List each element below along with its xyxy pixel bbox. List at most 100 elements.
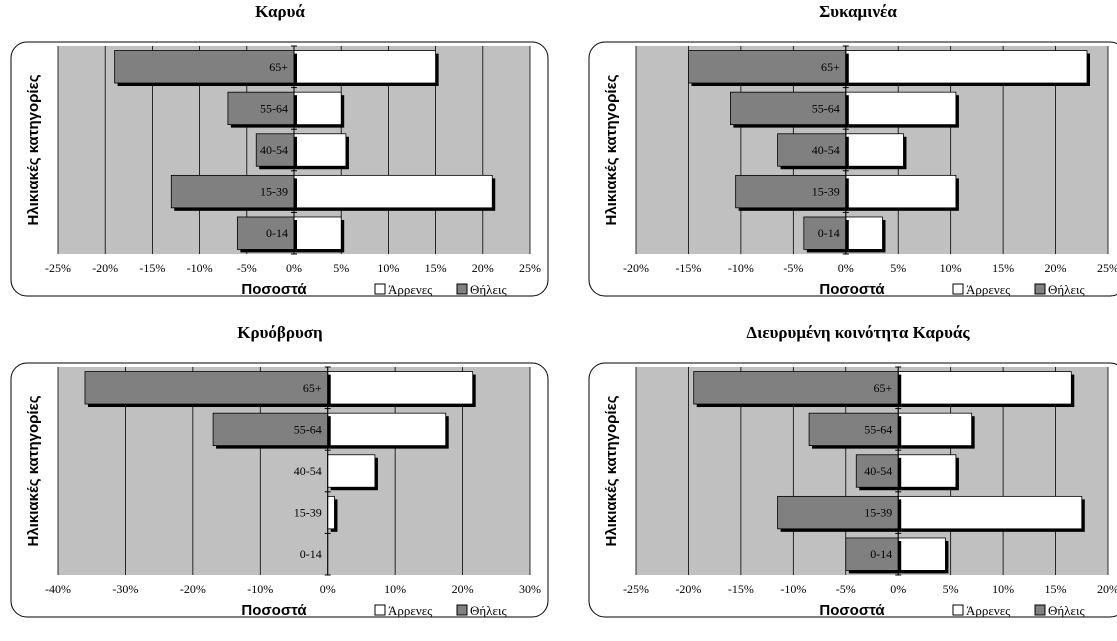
x-tick-label: -25% bbox=[45, 261, 71, 275]
category-label: 40-54 bbox=[294, 464, 322, 478]
x-tick-label: 20% bbox=[1097, 582, 1117, 596]
x-tick-label: 30% bbox=[519, 582, 541, 596]
x-tick-label: -15% bbox=[728, 582, 754, 596]
bar-male-55-64 bbox=[845, 91, 957, 126]
legend-swatch-female bbox=[1034, 604, 1046, 616]
y-axis-label: Ηλικιακές κατηγορίες bbox=[603, 395, 620, 546]
x-tick-label: -40% bbox=[45, 582, 71, 596]
x-tick-label: -30% bbox=[112, 582, 138, 596]
x-axis-label: Ποσοστά bbox=[819, 281, 885, 298]
category-label: 65+ bbox=[873, 381, 892, 395]
legend-label-male: Άρρενες bbox=[966, 282, 1011, 297]
chart-title: Συκαμινέα bbox=[819, 2, 897, 21]
x-tick-label: 20% bbox=[452, 582, 474, 596]
category-label: 65+ bbox=[303, 381, 322, 395]
category-label: 40-54 bbox=[812, 143, 840, 157]
x-tick-label: -15% bbox=[139, 261, 165, 275]
x-tick-label: 25% bbox=[519, 261, 541, 275]
bar-male-65+ bbox=[897, 371, 1072, 405]
category-label: 40-54 bbox=[864, 464, 892, 478]
legend-label-female: Θήλεις bbox=[470, 282, 507, 297]
bar-male-55-64 bbox=[293, 91, 342, 126]
chart-extended-community: Διευρυμένη κοινότητα Καρυάς 0-14 15-39 40-… bbox=[588, 321, 1117, 621]
x-tick-label: -25% bbox=[623, 582, 649, 596]
bar-female-65+ bbox=[688, 50, 847, 84]
category-label: 15-39 bbox=[812, 185, 840, 199]
x-tick-label: -10% bbox=[780, 582, 806, 596]
x-tick-label: 0% bbox=[286, 261, 302, 275]
bar-male-15-39 bbox=[897, 495, 1083, 530]
category-label: 65+ bbox=[821, 60, 840, 74]
x-axis-label: Ποσοστά bbox=[241, 602, 307, 619]
bar-male-15-39 bbox=[327, 495, 335, 530]
category-label: 15-39 bbox=[260, 185, 288, 199]
bar-female-0-14 bbox=[845, 537, 899, 571]
x-axis-label: Ποσοστά bbox=[241, 281, 307, 298]
bar-female-0-14 bbox=[236, 216, 295, 250]
category-label: 0-14 bbox=[818, 226, 840, 240]
category-label: 15-39 bbox=[294, 506, 322, 520]
bar-male-65+ bbox=[327, 371, 474, 405]
bar-male-65+ bbox=[293, 50, 437, 84]
x-tick-label: -20% bbox=[675, 582, 701, 596]
chart-svg: 0-14 15-39 40-54 55-64 65+ -25% -20% -15% -10% -5… bbox=[10, 41, 549, 298]
bar-female-55-64 bbox=[808, 412, 899, 447]
bar-female-40-54 bbox=[777, 133, 847, 167]
chart-svg: 0-14 15-39 40-54 55-64 65+ -20% -15% -10% -5% 0% 5… bbox=[588, 41, 1117, 298]
bar-male-65+ bbox=[845, 50, 1088, 84]
category-label: 0-14 bbox=[870, 547, 892, 561]
category-label: 55-64 bbox=[864, 422, 892, 436]
bar-female-65+ bbox=[693, 371, 899, 405]
legend-swatch-female bbox=[1034, 283, 1046, 295]
bar-female-65+ bbox=[114, 50, 295, 84]
x-tick-label: 15% bbox=[425, 261, 447, 275]
bar-female-15-39 bbox=[777, 495, 899, 530]
y-axis-label: Ηλικιακές κατηγορίες bbox=[25, 74, 42, 225]
bar-female-55-64 bbox=[212, 412, 329, 447]
x-tick-label: -20% bbox=[623, 261, 649, 275]
bar-male-0-14 bbox=[293, 216, 342, 250]
chart-title: Κρυόβρυση bbox=[237, 323, 323, 342]
x-tick-label: 0% bbox=[890, 582, 906, 596]
chart-title: Καρυά bbox=[255, 2, 305, 21]
x-tick-label: 10% bbox=[992, 582, 1014, 596]
x-tick-label: 0% bbox=[838, 261, 854, 275]
chart-svg: 0-14 15-39 40-54 55-64 65+ -40% -30% -20% -10% 0%… bbox=[10, 362, 549, 619]
bar-male-40-54 bbox=[845, 133, 904, 167]
x-tick-label: 5% bbox=[333, 261, 349, 275]
chart-sykaminea: Συκαμινέα 0-14 15-39 40-54 55-64 65+ -20% -15%… bbox=[588, 0, 1117, 300]
chart-title: Διευρυμένη κοινότητα Καρυάς bbox=[746, 323, 970, 342]
bar-female-40-54 bbox=[855, 454, 899, 488]
x-tick-label: -20% bbox=[180, 582, 206, 596]
legend-label-female: Θήλεις bbox=[1048, 282, 1085, 297]
category-label: 65+ bbox=[269, 60, 288, 74]
bar-male-40-54 bbox=[327, 454, 376, 488]
chart-svg: 0-14 15-39 40-54 55-64 65+ -25% -20% -15% -10% -5… bbox=[588, 362, 1117, 619]
legend-swatch-female bbox=[456, 283, 468, 295]
bar-male-15-39 bbox=[845, 174, 957, 209]
category-label: 55-64 bbox=[294, 422, 322, 436]
bar-female-65+ bbox=[84, 371, 329, 405]
bar-male-0-14 bbox=[845, 216, 883, 250]
x-tick-label: -10% bbox=[247, 582, 273, 596]
legend-label-male: Άρρενες bbox=[388, 282, 433, 297]
legend-swatch-male bbox=[952, 604, 964, 616]
x-tick-label: 10% bbox=[384, 582, 406, 596]
chart-karya: Καρυά 0-14 15-39 40-54 55-64 65+ -25% -20% -15%… bbox=[10, 0, 550, 300]
x-tick-label: 20% bbox=[1045, 261, 1067, 275]
x-tick-label: -5% bbox=[836, 582, 856, 596]
category-label: 0-14 bbox=[300, 547, 322, 561]
bar-male-55-64 bbox=[327, 412, 447, 447]
bar-female-40-54 bbox=[255, 133, 295, 167]
category-label: 55-64 bbox=[812, 101, 840, 115]
x-tick-label: 25% bbox=[1097, 261, 1117, 275]
legend-swatch-male bbox=[952, 283, 964, 295]
category-label: 15-39 bbox=[864, 506, 892, 520]
legend-swatch-male bbox=[374, 283, 386, 295]
x-tick-label: 20% bbox=[472, 261, 494, 275]
legend-label-female: Θήλεις bbox=[470, 603, 507, 618]
legend-swatch-female bbox=[456, 604, 468, 616]
x-axis-label: Ποσοστά bbox=[819, 602, 885, 619]
x-tick-label: -20% bbox=[92, 261, 118, 275]
y-axis-label: Ηλικιακές κατηγορίες bbox=[603, 74, 620, 225]
